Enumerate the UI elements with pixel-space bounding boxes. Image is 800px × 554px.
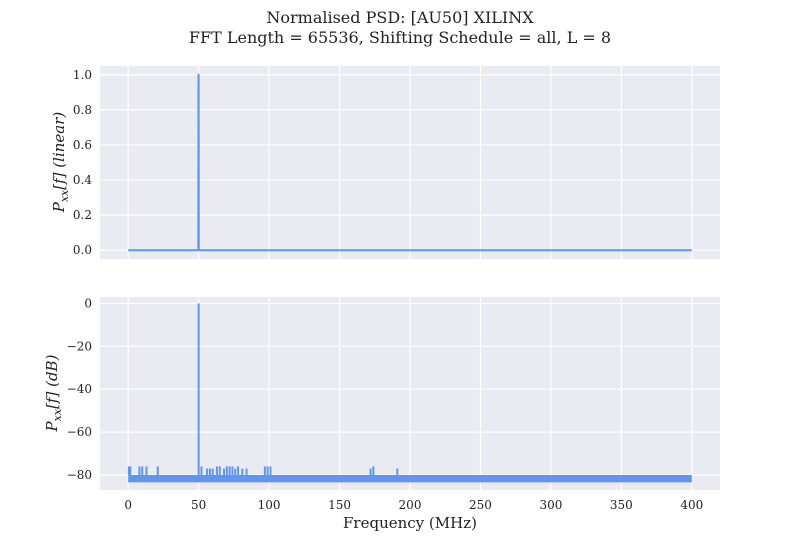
x-axis-label: Frequency (MHz) [343, 514, 477, 532]
title-line-1: Normalised PSD: [AU50] XILINX [266, 8, 534, 27]
y-tick-label: 0.6 [73, 138, 92, 152]
psd-line [128, 73, 692, 252]
y-tick-label: 0.2 [73, 208, 92, 222]
x-tick-label: 350 [610, 498, 633, 512]
x-tick-label: 400 [680, 498, 703, 512]
y-tick-label: 1.0 [73, 68, 92, 82]
x-tick-label: 300 [539, 498, 562, 512]
y-tick-label: −20 [67, 339, 92, 353]
db-series [127, 303, 692, 483]
db-psd-axes: 0 −20 −40 −60 −80 0 50 100 150 200 250 300 350 400 P… [43, 296, 720, 532]
x-tick-label: 150 [328, 498, 351, 512]
x-tick-label: 50 [191, 498, 206, 512]
x-tick-label: 200 [399, 498, 422, 512]
linear-y-axis-label: Pxx[f] (linear) [50, 112, 71, 214]
linear-series [128, 73, 692, 252]
x-tick-label: 0 [124, 498, 132, 512]
y-tick-label: 0.8 [73, 103, 92, 117]
y-tick-label: 0.4 [73, 173, 92, 187]
x-tick-label: 100 [258, 498, 281, 512]
x-tick-label: 250 [469, 498, 492, 512]
y-tick-label: −40 [67, 382, 92, 396]
db-x-ticks: 0 50 100 150 200 250 300 350 400 [124, 498, 703, 512]
title-line-2: FFT Length = 65536, Shifting Schedule = … [189, 28, 611, 47]
db-y-ticks: 0 −20 −40 −60 −80 [67, 296, 92, 482]
db-y-axis-label: Pxx[f] (dB) [43, 354, 64, 432]
y-tick-label: −80 [67, 468, 92, 482]
y-tick-label: 0 [84, 296, 92, 310]
noise-floor-band [128, 474, 692, 482]
linear-psd-axes: 0.0 0.2 0.4 0.6 0.8 1.0 Pxx[f] (linear) [50, 66, 720, 259]
y-tick-label: −60 [67, 425, 92, 439]
linear-y-ticks: 0.0 0.2 0.4 0.6 0.8 1.0 [73, 68, 92, 257]
db-grid [100, 297, 720, 490]
y-tick-label: 0.0 [73, 243, 92, 257]
